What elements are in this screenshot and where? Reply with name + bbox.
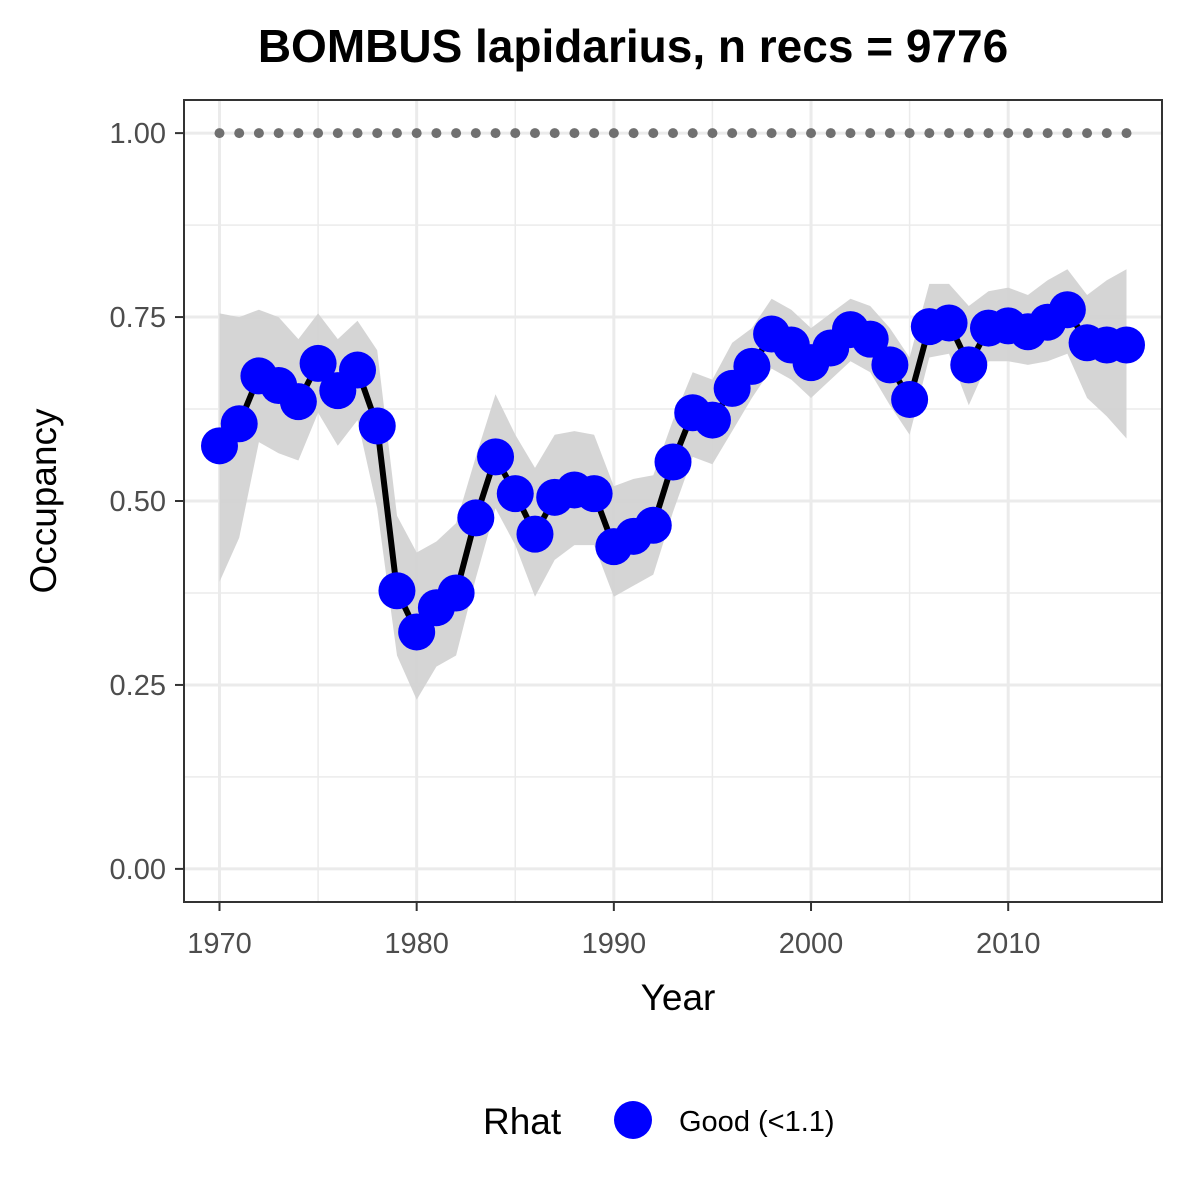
reference-dot bbox=[825, 128, 836, 139]
legend-title: Rhat bbox=[483, 1101, 562, 1142]
occupancy-point bbox=[654, 443, 692, 481]
occupancy-point bbox=[358, 407, 396, 445]
occupancy-point bbox=[634, 506, 672, 544]
occupancy-points-layer bbox=[200, 291, 1146, 651]
reference-dot bbox=[293, 128, 304, 139]
reference-dot bbox=[529, 128, 540, 139]
x-axis-ticks: 1970 1980 1990 2000 2010 bbox=[187, 902, 1040, 960]
reference-dot bbox=[904, 128, 915, 139]
reference-dot bbox=[648, 128, 659, 139]
reference-dot bbox=[707, 128, 718, 139]
occupancy-point bbox=[871, 346, 909, 384]
reference-dot bbox=[589, 128, 600, 139]
occupancy-point bbox=[891, 380, 929, 418]
occupancy-point bbox=[378, 572, 416, 610]
reference-dot bbox=[608, 128, 619, 139]
reference-dot bbox=[786, 128, 797, 139]
y-axis-ticks: 0.00 0.25 0.50 0.75 1.00 bbox=[110, 118, 184, 886]
x-tick-label: 2000 bbox=[779, 928, 844, 960]
reference-dot bbox=[313, 128, 324, 139]
legend: Rhat Good (<1.1) bbox=[483, 1101, 835, 1142]
occupancy-point bbox=[1048, 291, 1086, 329]
reference-dot bbox=[332, 128, 343, 139]
y-tick-label: 0.75 bbox=[110, 302, 166, 334]
chart-title: BOMBUS lapidarius, n recs = 9776 bbox=[258, 20, 1008, 72]
y-axis-title: Occupancy bbox=[23, 408, 64, 594]
occupancy-point bbox=[339, 351, 377, 389]
legend-label-good: Good (<1.1) bbox=[679, 1106, 835, 1138]
reference-dot bbox=[628, 128, 639, 139]
reference-dot bbox=[845, 128, 856, 139]
occupancy-point bbox=[496, 475, 534, 513]
legend-key-circle bbox=[614, 1101, 652, 1139]
reference-dot bbox=[746, 128, 757, 139]
reference-dot bbox=[727, 128, 738, 139]
x-axis-title: Year bbox=[641, 977, 716, 1018]
occupancy-point bbox=[437, 574, 475, 612]
reference-dot bbox=[687, 128, 698, 139]
reference-dot bbox=[569, 128, 580, 139]
occupancy-point bbox=[693, 401, 731, 439]
reference-dots-layer bbox=[214, 128, 1132, 139]
x-tick-label: 1970 bbox=[187, 928, 252, 960]
reference-dot bbox=[1082, 128, 1093, 139]
reference-dot bbox=[451, 128, 462, 139]
y-tick-label: 0.25 bbox=[110, 670, 166, 702]
x-tick-label: 1990 bbox=[582, 928, 647, 960]
reference-dot bbox=[766, 128, 777, 139]
reference-dot bbox=[963, 128, 974, 139]
occupancy-point bbox=[950, 346, 988, 384]
reference-dot bbox=[1022, 128, 1033, 139]
reference-dot bbox=[470, 128, 481, 139]
occupancy-point bbox=[457, 499, 495, 537]
reference-dot bbox=[944, 128, 955, 139]
occupancy-point bbox=[733, 347, 771, 385]
reference-dot bbox=[1042, 128, 1053, 139]
occupancy-point bbox=[279, 383, 317, 421]
y-tick-label: 0.00 bbox=[110, 854, 166, 886]
occupancy-point bbox=[1108, 326, 1146, 364]
reference-dot bbox=[983, 128, 994, 139]
reference-dot bbox=[865, 128, 876, 139]
occupancy-point bbox=[220, 405, 258, 443]
occupancy-point bbox=[516, 515, 554, 553]
reference-dot bbox=[234, 128, 245, 139]
reference-dot bbox=[806, 128, 817, 139]
y-tick-label: 1.00 bbox=[110, 118, 166, 150]
reference-dot bbox=[668, 128, 678, 139]
reference-dot bbox=[273, 128, 284, 139]
reference-dot bbox=[490, 128, 501, 139]
occupancy-point bbox=[851, 320, 889, 358]
occupancy-point bbox=[930, 304, 968, 342]
y-tick-label: 0.50 bbox=[110, 486, 166, 518]
x-tick-label: 1980 bbox=[384, 928, 449, 960]
reference-dot bbox=[510, 128, 521, 139]
x-tick-label: 2010 bbox=[976, 928, 1041, 960]
reference-dot bbox=[431, 128, 442, 139]
occupancy-point bbox=[299, 344, 337, 382]
reference-dot bbox=[253, 128, 264, 139]
reference-dot bbox=[352, 128, 363, 139]
reference-dot bbox=[1003, 128, 1014, 139]
reference-dot bbox=[924, 128, 935, 139]
reference-dot bbox=[1121, 128, 1132, 139]
reference-dot bbox=[549, 128, 560, 139]
reference-dot bbox=[411, 128, 422, 139]
reference-dot bbox=[1062, 128, 1073, 139]
reference-dot bbox=[391, 128, 402, 139]
reference-dot bbox=[884, 128, 895, 139]
occupancy-point bbox=[477, 438, 515, 476]
reference-dot bbox=[1101, 128, 1112, 139]
reference-dot bbox=[214, 128, 225, 139]
occupancy-point bbox=[575, 475, 613, 513]
reference-dot bbox=[372, 128, 383, 139]
